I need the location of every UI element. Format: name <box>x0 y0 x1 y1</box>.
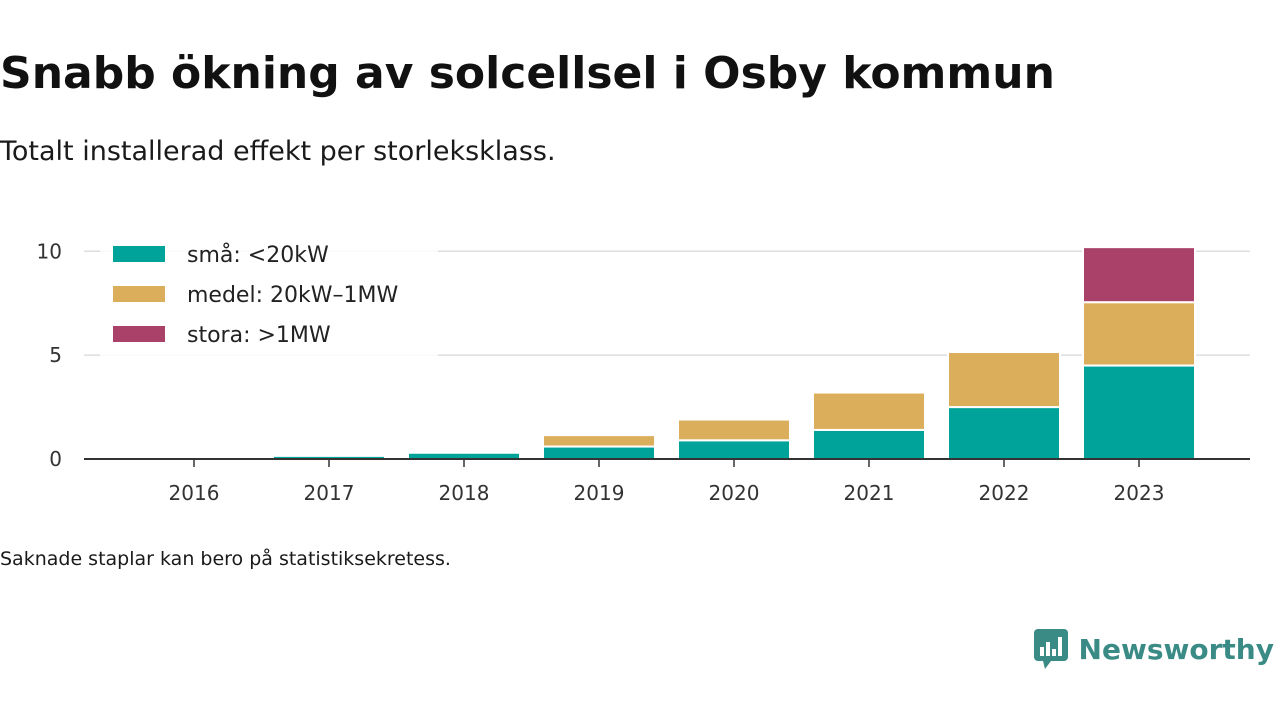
legend: små: <20kW medel: 20kW–1MW stora: >1MW <box>100 240 438 356</box>
x-tick-label: 2016 <box>169 481 220 505</box>
newsworthy-logo-text: Newsworthy <box>1078 632 1274 666</box>
bar-2019-series-1 <box>542 434 656 448</box>
x-tick-label: 2022 <box>979 481 1030 505</box>
chart-title: Snabb ökning av solcellsel i Osby kommun <box>0 48 1055 99</box>
x-tick-label: 2017 <box>304 481 355 505</box>
legend-swatch-2 <box>113 326 165 342</box>
bar-2020-series-1 <box>677 418 791 442</box>
x-tick-label: 2020 <box>709 481 760 505</box>
legend-swatch-1 <box>113 286 165 302</box>
bar-2023-series-0 <box>1082 364 1196 461</box>
bar-2021-series-1 <box>812 391 926 431</box>
legend-label-0: små: <20kW <box>187 242 329 268</box>
bar-2023-series-2 <box>1082 246 1196 304</box>
bar-2022-series-0 <box>947 406 1061 460</box>
newsworthy-logo-icon <box>1033 629 1068 669</box>
y-tick-label: 0 <box>49 447 62 471</box>
bar-2022-series-1 <box>947 351 1061 409</box>
bar-2019-series-0 <box>542 445 656 461</box>
x-tick-label: 2019 <box>574 481 625 505</box>
bar-2020-series-0 <box>677 439 791 461</box>
footnote: Saknade staplar kan bero på statistiksek… <box>0 548 451 570</box>
newsworthy-logo: Newsworthy <box>1033 628 1274 670</box>
bars <box>137 246 1196 461</box>
x-tick-label: 2021 <box>844 481 895 505</box>
axes: 0 5 10 2016 2017 2018 2019 2020 2021 2022 2023 <box>37 239 1250 505</box>
bar-2023-series-1 <box>1082 301 1196 367</box>
legend-label-2: stora: >1MW <box>187 323 331 348</box>
legend-label-1: medel: 20kW–1MW <box>187 283 398 308</box>
y-tick-label: 10 <box>37 239 62 263</box>
chart-subtitle: Totalt installerad effekt per storlekskl… <box>0 136 556 167</box>
x-tick-label: 2018 <box>439 481 490 505</box>
legend-swatch-0 <box>113 246 165 262</box>
x-tick-label: 2023 <box>1114 481 1165 505</box>
bar-2021-series-0 <box>812 428 926 461</box>
stacked-bar-chart: 0 5 10 2016 2017 2018 2019 2020 2021 2022 2023 små… <box>37 239 1250 505</box>
y-tick-label: 5 <box>49 343 62 367</box>
